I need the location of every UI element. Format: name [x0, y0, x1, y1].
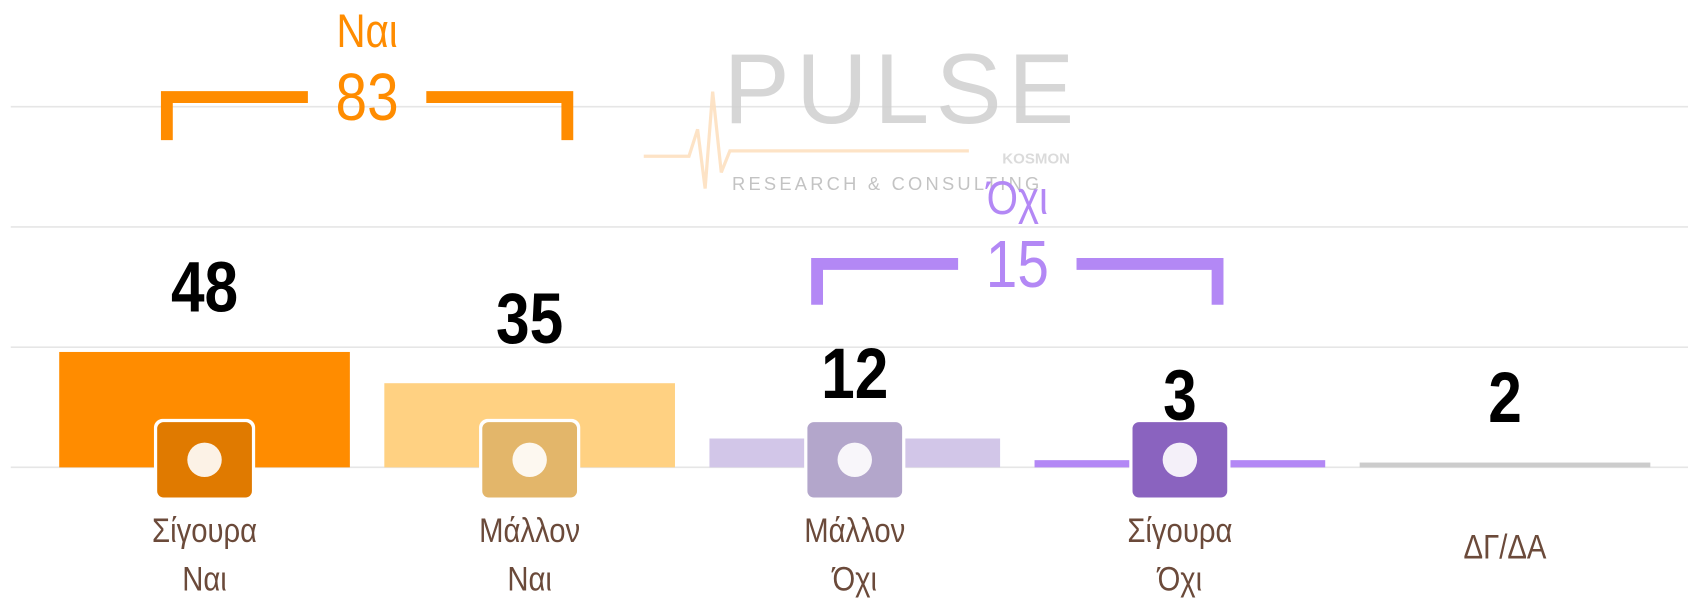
icon-thumb [187, 442, 222, 478]
x-tick-label: Μάλλον [804, 511, 905, 550]
group-bracket [160, 91, 574, 141]
x-tick-label: Ναι [182, 559, 227, 598]
value-label: 12 [821, 333, 888, 413]
watermark-tag: KOSMON [1002, 150, 1070, 167]
group-bracket [811, 257, 1224, 305]
value-label: 3 [1163, 355, 1197, 435]
group-label: Ναι [336, 5, 397, 58]
bar [1359, 462, 1651, 468]
icon-thumb [512, 442, 547, 478]
group-value: 15 [986, 228, 1049, 302]
x-tick-label: Ναι [507, 559, 552, 598]
icon-thumb [1162, 442, 1198, 478]
bar-icon [479, 418, 581, 501]
x-tick-label: Σίγουρα [1127, 511, 1232, 550]
group-value: 83 [336, 61, 399, 135]
value-label: 2 [1488, 357, 1522, 437]
bar-icon [804, 418, 906, 501]
bar-icon [1129, 418, 1231, 501]
x-tick-label: ΔΓ/ΔΑ [1464, 527, 1547, 566]
icon-thumb [837, 442, 872, 478]
value-label: 48 [171, 247, 238, 327]
x-tick-label: Σίγουρα [152, 511, 257, 550]
bar-icon [153, 418, 256, 501]
watermark-title: PULSE [724, 33, 1081, 144]
group-label: Όχι [985, 172, 1048, 225]
watermark-pulse [643, 91, 969, 189]
x-tick-label: Μάλλον [479, 511, 580, 550]
value-label: 35 [496, 278, 563, 358]
watermark: PULSE KOSMON RESEARCH & CONSULTING [643, 33, 1081, 194]
watermark-subtitle: RESEARCH & CONSULTING [732, 173, 1042, 194]
x-tick-label: Όχι [831, 559, 877, 598]
x-tick-label: Όχι [1156, 559, 1202, 598]
